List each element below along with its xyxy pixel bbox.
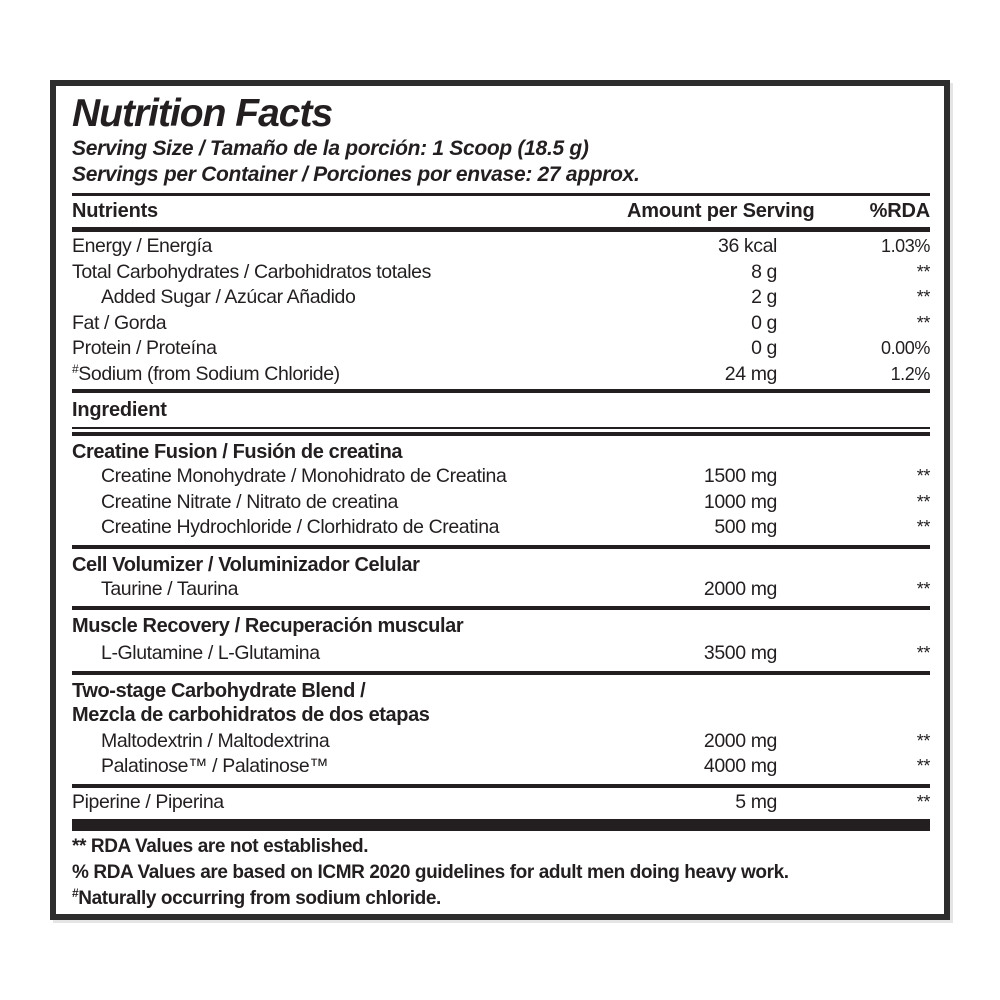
footnote-icmr-guidelines: % RDA Values are based on ICMR 2020 guid…	[72, 862, 789, 883]
ingredient-rda: **	[916, 578, 931, 599]
nutrient-rda: 1.2%	[890, 363, 931, 384]
ingredient-row-piperine: Piperine / Piperina 5 mg **	[72, 790, 930, 816]
nutrient-name: Added Sugar / Azúcar Añadido	[101, 286, 356, 308]
divider	[72, 432, 930, 436]
section-heading-cell-volumizer: Cell Volumizer / Voluminizador Celular	[72, 553, 420, 576]
section-heading-creatine-fusion: Creatine Fusion / Fusión de creatina	[72, 441, 403, 463]
nutrient-name: Fat / Gorda	[72, 311, 167, 334]
divider	[72, 389, 930, 393]
ingredient-row-l-glutamine: L-Glutamine / L-Glutamina 3500 mg **	[72, 641, 930, 667]
ingredient-row-creatine-hydrochloride: Creatine Hydrochloride / Clorhidrato de …	[72, 515, 930, 541]
ingredient-name: Maltodextrin / Maltodextrina	[101, 729, 330, 752]
ingredient-row-palatinose: Palatinose™ / Palatinose™ 4000 mg **	[72, 754, 930, 780]
nutrient-rda: **	[916, 287, 931, 307]
divider	[72, 783, 930, 788]
ingredient-rda: **	[916, 466, 931, 486]
serving-size-line: Serving Size / Tamaño de la porción: 1 S…	[72, 137, 589, 160]
ingredient-name: Creatine Monohydrate / Monohidrato de Cr…	[101, 465, 507, 487]
ingredient-rda: **	[916, 730, 931, 751]
table-header-row: Nutrients Amount per Serving %RDA	[72, 196, 930, 227]
nutrient-name: Total Carbohydrates / Carbohidratos tota…	[72, 260, 431, 283]
nutrient-name: Energy / Energía	[72, 235, 212, 257]
footnote-marker: #	[72, 361, 79, 376]
nutrient-amount: 8 g	[751, 260, 777, 283]
ingredient-row-creatine-nitrate: Creatine Nitrate / Nitrato de creatina 1…	[72, 490, 930, 516]
nutrient-row-sodium: #Sodium (from Sodium Chloride) 24 mg 1.2…	[72, 362, 930, 388]
divider	[72, 606, 930, 610]
ingredient-rda: **	[916, 756, 931, 776]
ingredient-rda: **	[916, 791, 931, 812]
nutrient-amount: 2 g	[751, 286, 777, 308]
nutrient-amount: 36 kcal	[718, 235, 777, 257]
servings-per-container-line: Servings per Container / Porciones por e…	[72, 163, 640, 186]
divider	[72, 227, 930, 232]
nutrient-rda: 1.03%	[880, 236, 930, 256]
nutrient-amount: 0 g	[751, 311, 777, 334]
panel-title: Nutrition Facts	[72, 92, 333, 135]
divider	[72, 193, 930, 196]
ingredient-name: Taurine / Taurina	[101, 577, 239, 600]
heavy-divider-bar	[72, 819, 930, 831]
section-heading-muscle-recovery: Muscle Recovery / Recuperación muscular	[72, 615, 464, 637]
ingredient-section-header: Ingredient	[72, 399, 167, 421]
ingredient-rda: **	[916, 643, 931, 663]
ingredient-amount: 2000 mg	[703, 729, 777, 752]
column-header-nutrients: Nutrients	[72, 200, 158, 222]
nutrient-amount: 0 g	[751, 337, 777, 359]
ingredient-amount: 1500 mg	[703, 465, 777, 487]
divider-thin	[72, 427, 930, 429]
footnote-marker: #	[72, 886, 79, 900]
footnote-rda-not-established: ** RDA Values are not established.	[72, 836, 369, 857]
nutrient-row-fat: Fat / Gorda 0 g **	[72, 311, 930, 337]
ingredient-amount: 4000 mg	[703, 755, 777, 777]
ingredient-rda: **	[916, 491, 931, 512]
ingredient-amount: 2000 mg	[703, 577, 777, 600]
nutrient-row-protein: Protein / Proteína 0 g 0.00%	[72, 336, 930, 362]
nutrient-name: Protein / Proteína	[72, 337, 217, 359]
ingredient-amount: 3500 mg	[703, 642, 777, 664]
nutrient-rda: **	[916, 261, 931, 282]
ingredient-amount: 5 mg	[735, 790, 777, 813]
column-header-rda: %RDA	[869, 200, 931, 222]
nutrient-row-added-sugar: Added Sugar / Azúcar Añadido 2 g **	[72, 285, 930, 311]
ingredient-row-creatine-monohydrate: Creatine Monohydrate / Monohidrato de Cr…	[72, 464, 930, 490]
nutrient-name: #Sodium (from Sodium Chloride)	[72, 361, 340, 385]
ingredient-name: L-Glutamine / L-Glutamina	[101, 642, 320, 664]
divider	[72, 544, 930, 549]
ingredient-name: Creatine Nitrate / Nitrato de creatina	[101, 490, 398, 513]
footnote-sodium-chloride: #Naturally occurring from sodium chlorid…	[72, 886, 441, 909]
nutrient-row-energy: Energy / Energía 36 kcal 1.03%	[72, 234, 930, 260]
nutrient-row-total-carbohydrates: Total Carbohydrates / Carbohidratos tota…	[72, 260, 930, 286]
ingredient-name: Piperine / Piperina	[72, 790, 224, 813]
ingredient-amount: 1000 mg	[703, 490, 777, 513]
ingredient-name: Creatine Hydrochloride / Clorhidrato de …	[101, 516, 500, 538]
ingredient-name: Palatinose™ / Palatinose™	[101, 755, 329, 777]
section-heading-carbohydrate-blend-line1: Two-stage Carbohydrate Blend /	[72, 679, 366, 702]
ingredient-row-maltodextrin: Maltodextrin / Maltodextrina 2000 mg **	[72, 729, 930, 755]
ingredient-rda: **	[916, 517, 931, 537]
section-heading-carbohydrate-blend-line2: Mezcla de carbohidratos de dos etapas	[72, 703, 430, 726]
nutrient-rda: 0.00%	[880, 338, 930, 358]
ingredient-row-taurine: Taurine / Taurina 2000 mg **	[72, 577, 930, 603]
nutrient-rda: **	[916, 312, 931, 333]
nutrient-amount: 24 mg	[724, 362, 778, 385]
divider	[72, 670, 930, 675]
ingredient-amount: 500 mg	[714, 516, 777, 538]
nutrition-facts-panel: Nutrition Facts Serving Size / Tamaño de…	[50, 80, 950, 920]
column-header-amount: Amount per Serving	[627, 200, 815, 222]
